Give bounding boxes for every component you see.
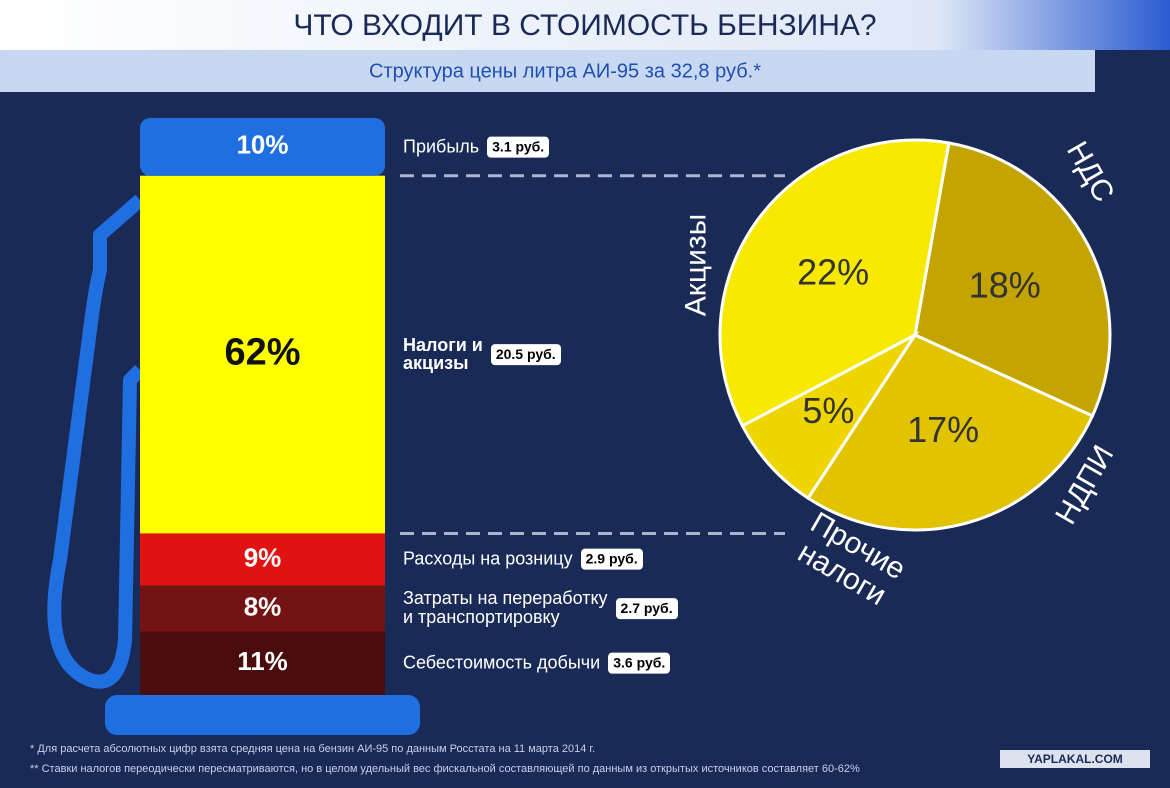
pump-hose (47, 194, 145, 689)
value-label: 11% (237, 646, 288, 676)
slice-value-label: 22% (797, 252, 869, 293)
value-label: 62% (224, 332, 300, 374)
subtitle: Структура цены литра АИ-95 за 32,8 руб.* (369, 60, 761, 82)
segment-name: Себестоимость добычи (403, 652, 601, 673)
value-label: 10% (236, 130, 288, 160)
price-label: 2.9 руб. (580, 549, 643, 570)
slice-value-label: 17% (907, 409, 979, 450)
value-label: 8% (244, 591, 282, 621)
price-label: 2.7 руб. (615, 598, 678, 619)
footnote: * Для расчета абсолютных цифр взята сред… (30, 743, 595, 755)
segment-name: Прибыль (403, 136, 480, 157)
slice-value-label: 5% (802, 390, 854, 431)
pie-slice (806, 333, 1095, 532)
watermark-box (1000, 750, 1150, 768)
pump-base (105, 695, 420, 735)
pie-slice (740, 330, 920, 501)
slice-value-label: 18% (969, 264, 1041, 305)
bar-segment (140, 631, 385, 695)
segment-label: Прибыль 3.1 руб. (403, 136, 550, 158)
footnote: ** Ставки налогов переодически пересматр… (30, 763, 860, 775)
slice-name: Акцизы (679, 213, 713, 317)
subtitle-band (0, 50, 1095, 92)
segment-name: Налоги и акцизы (403, 334, 483, 374)
price-label: 3.6 руб. (608, 652, 671, 674)
value-label: 9% (244, 542, 282, 572)
bar-segment (140, 175, 385, 534)
segment-name: Расходы на розницу (403, 548, 573, 569)
bar-segment (140, 533, 385, 586)
segment-label: Себестоимость добычи 3.6 руб. (403, 652, 671, 674)
segment-label: Налоги и акцизы 20.5 руб. (403, 334, 561, 374)
bar-segment (140, 585, 385, 632)
segment-name: Затраты на переработку и транспортировку (403, 588, 608, 628)
title-band (0, 0, 1170, 50)
pie-slice (913, 141, 1112, 418)
segment-label: Расходы на розницу 2.9 руб. (403, 549, 643, 570)
watermark: YAPLAKAL.COM (1027, 752, 1123, 766)
bar-segment (140, 118, 385, 176)
price-label: 20.5 руб. (490, 344, 561, 365)
price-label: 3.1 руб. (487, 136, 550, 158)
segment-label: Затраты на переработку и транспортировку… (403, 588, 678, 628)
title: ЧТО ВХОДИТ В СТОИМОСТЬ БЕНЗИНА? (293, 9, 876, 42)
pie-slice (718, 138, 951, 428)
